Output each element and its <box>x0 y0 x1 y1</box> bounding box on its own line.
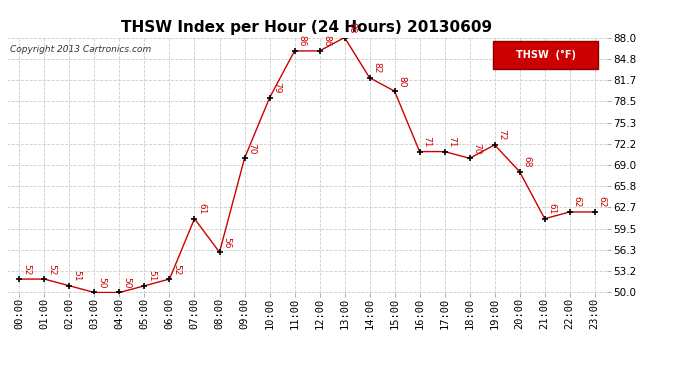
Text: 61: 61 <box>547 203 556 214</box>
Text: THSW  (°F): THSW (°F) <box>515 50 575 60</box>
Title: THSW Index per Hour (24 Hours) 20130609: THSW Index per Hour (24 Hours) 20130609 <box>121 20 493 35</box>
FancyBboxPatch shape <box>493 41 598 69</box>
Text: 86: 86 <box>297 35 306 47</box>
Text: 71: 71 <box>422 136 431 147</box>
Text: 72: 72 <box>497 129 506 141</box>
Text: 68: 68 <box>522 156 531 168</box>
Text: 50: 50 <box>97 277 106 288</box>
Text: 56: 56 <box>222 237 231 248</box>
Text: Copyright 2013 Cartronics.com: Copyright 2013 Cartronics.com <box>10 45 151 54</box>
Text: 82: 82 <box>373 62 382 74</box>
Text: 80: 80 <box>397 75 406 87</box>
Text: 88: 88 <box>347 22 356 33</box>
Text: 52: 52 <box>22 264 31 275</box>
Text: 51: 51 <box>147 270 156 282</box>
Text: 70: 70 <box>473 142 482 154</box>
Text: 61: 61 <box>197 203 206 214</box>
Text: 62: 62 <box>598 196 607 208</box>
Text: 71: 71 <box>447 136 456 147</box>
Text: 62: 62 <box>573 196 582 208</box>
Text: 51: 51 <box>72 270 81 282</box>
Text: 52: 52 <box>47 264 56 275</box>
Text: 50: 50 <box>122 277 131 288</box>
Text: 52: 52 <box>172 264 181 275</box>
Text: 86: 86 <box>322 35 331 47</box>
Text: 79: 79 <box>273 82 282 94</box>
Text: 70: 70 <box>247 142 256 154</box>
